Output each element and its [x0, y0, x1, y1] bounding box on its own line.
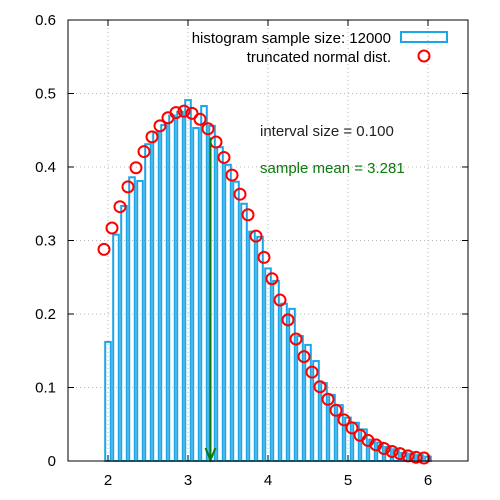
x-tick-label: 4 — [264, 472, 272, 489]
distribution-point — [145, 130, 159, 144]
distribution-point — [377, 442, 391, 456]
interval-size-annotation: interval size = 0.100 — [260, 123, 394, 140]
x-tick-labels: 2 3 4 5 6 — [104, 472, 432, 489]
distribution-point — [297, 350, 311, 364]
distribution-point — [153, 119, 167, 133]
distribution-point — [305, 365, 319, 379]
y-tick-label: 0.3 — [35, 233, 56, 250]
distribution-point — [369, 438, 383, 452]
distribution-point — [121, 180, 135, 194]
distribution-point — [97, 242, 111, 256]
x-tick-label: 6 — [424, 472, 432, 489]
distribution-point — [337, 413, 351, 427]
distribution-point — [241, 208, 255, 222]
legend-swatch-histogram — [400, 31, 448, 43]
distribution-point — [193, 112, 207, 126]
distribution-point — [217, 150, 231, 164]
distribution-point — [137, 145, 151, 159]
distribution-point — [113, 200, 127, 214]
axis-ticks — [68, 19, 468, 462]
y-tick-label: 0.1 — [35, 380, 56, 397]
y-tick-label: 0.4 — [35, 159, 56, 176]
y-tick-labels: 0 0.1 0.2 0.3 0.4 0.5 0.6 — [35, 12, 56, 470]
y-tick-label: 0 — [48, 453, 56, 470]
distribution-points — [97, 104, 431, 465]
distribution-point — [393, 447, 407, 461]
distribution-point — [289, 332, 303, 346]
distribution-point — [321, 392, 335, 406]
mean-arrow — [204, 137, 217, 463]
grid-lines — [68, 20, 468, 461]
y-tick-label: 0.5 — [35, 86, 56, 103]
distribution-point — [105, 221, 119, 235]
distribution-point — [129, 161, 143, 175]
legend: histogram sample size: 12000 truncated n… — [192, 30, 448, 66]
sample-mean-annotation: sample mean = 3.281 — [260, 160, 405, 177]
distribution-point — [385, 444, 399, 458]
distribution-point — [233, 187, 247, 201]
x-tick-label: 3 — [184, 472, 192, 489]
distribution-point — [313, 380, 327, 394]
y-tick-label: 0.6 — [35, 12, 56, 29]
distribution-point — [257, 250, 271, 264]
distribution-point — [345, 421, 359, 435]
distribution-point — [281, 313, 295, 327]
distribution-point — [417, 451, 431, 465]
distribution-point — [409, 450, 423, 464]
distribution-point — [177, 104, 191, 118]
distribution-point — [249, 229, 263, 243]
distribution-point — [225, 168, 239, 182]
distribution-point — [265, 272, 279, 286]
y-tick-label: 0.2 — [35, 306, 56, 323]
mean-arrow-head — [204, 447, 217, 463]
legend-marker-distribution — [417, 49, 431, 63]
distribution-point — [329, 403, 343, 417]
x-tick-label: 5 — [344, 472, 352, 489]
legend-label-histogram: histogram sample size: 12000 — [192, 30, 391, 47]
x-tick-label: 2 — [104, 472, 112, 489]
distribution-point — [201, 122, 215, 136]
legend-label-distribution: truncated normal dist. — [247, 49, 391, 66]
distribution-point — [169, 106, 183, 120]
distribution-point — [273, 293, 287, 307]
